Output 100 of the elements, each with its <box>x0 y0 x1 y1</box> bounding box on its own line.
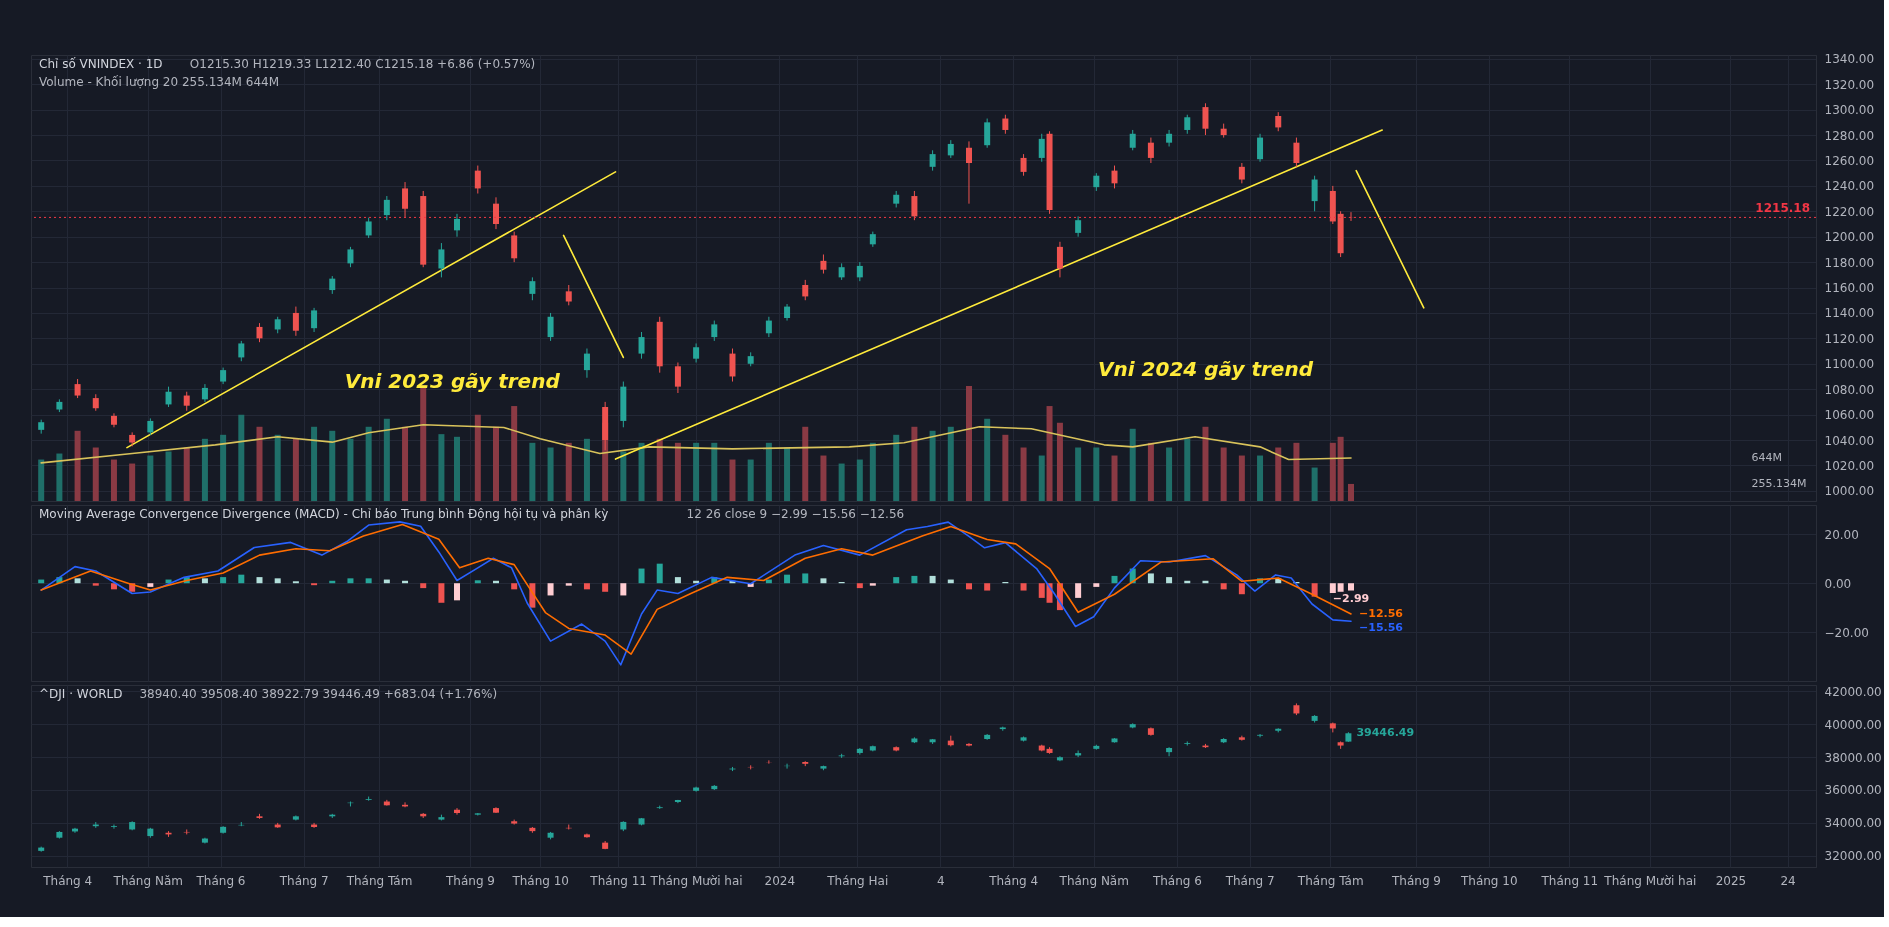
bar <box>893 434 900 501</box>
bar <box>1002 434 1009 501</box>
bar <box>638 442 645 501</box>
candlestick <box>547 312 554 342</box>
y-tick-label: 1180.00 <box>1824 255 1875 270</box>
bar <box>438 583 445 603</box>
y-tick-label: 1160.00 <box>1824 281 1875 296</box>
bar <box>1257 455 1264 501</box>
bar <box>1075 583 1082 598</box>
bar <box>1038 583 1045 598</box>
y-tick-label: 1340.00 <box>1824 52 1875 67</box>
y2-tick-label: 644M <box>1751 451 1782 465</box>
candlestick <box>454 213 461 238</box>
y-tick-label: 1240.00 <box>1824 179 1875 194</box>
bar <box>420 583 427 589</box>
candlestick <box>474 165 481 194</box>
candlestick <box>1020 153 1027 177</box>
candlestick <box>984 118 991 149</box>
chart-title: Moving Average Convergence Divergence (MACD) - Chỉ báo Trung bình Động hội tụ và phân kỳ <box>39 507 609 521</box>
bar <box>511 406 518 501</box>
candlestick <box>1075 215 1082 238</box>
bar <box>547 447 554 501</box>
bar <box>1020 447 1027 501</box>
y-tick-label: 1140.00 <box>1824 306 1875 321</box>
candlestick <box>1238 162 1245 184</box>
bar <box>238 574 245 584</box>
bar <box>583 438 590 501</box>
bar <box>292 438 299 501</box>
bar <box>711 442 718 501</box>
bar <box>784 574 791 584</box>
candlestick <box>674 362 681 394</box>
bar <box>856 459 863 501</box>
bar <box>1093 447 1100 501</box>
candlestick <box>965 140 972 205</box>
bar <box>1020 583 1027 591</box>
bar <box>1348 483 1355 501</box>
bar <box>1166 447 1173 501</box>
bar <box>565 442 572 501</box>
bar <box>765 442 772 501</box>
bar <box>869 583 876 586</box>
bar <box>74 430 81 501</box>
candlestick <box>765 316 772 338</box>
candlestick <box>1184 740 1191 747</box>
y-tick-label: 1060.00 <box>1824 408 1875 423</box>
bar <box>1147 573 1154 584</box>
bar <box>1166 577 1173 584</box>
bar <box>620 583 627 596</box>
candlestick <box>1202 102 1209 136</box>
bar <box>92 583 99 586</box>
y-tick-label: 0.00 <box>1824 576 1852 591</box>
x-tick-label: Tháng 11 <box>1540 873 1599 888</box>
x-tick-label: Tháng 4 <box>42 873 93 888</box>
annotation: 39446.49 <box>1356 726 1415 740</box>
bar <box>911 575 918 584</box>
y-tick-label: 1220.00 <box>1824 204 1875 219</box>
bar <box>1056 422 1063 501</box>
bar <box>1220 447 1227 501</box>
candlestick <box>1257 733 1264 738</box>
y-tick-label: 1320.00 <box>1824 77 1875 92</box>
bar <box>454 583 461 601</box>
bar <box>1046 406 1053 501</box>
bar <box>638 568 645 584</box>
x-tick-label: Tháng 10 <box>1459 873 1518 888</box>
ref-line-label: 1215.18 <box>1755 201 1810 216</box>
bar <box>856 583 863 589</box>
y-tick-label: 1100.00 <box>1824 357 1875 372</box>
bar <box>529 442 536 501</box>
bar <box>38 459 45 501</box>
bar <box>1329 583 1336 593</box>
y-tick-label: 1280.00 <box>1824 128 1875 143</box>
candlestick <box>1111 165 1118 189</box>
bar <box>1293 442 1300 501</box>
line-series <box>40 423 1352 464</box>
x-tick-label: Tháng 6 <box>1151 873 1202 888</box>
annotation: O1215.30 H1219.33 L1212.40 C1215.18 +6.86 (+0.57%) <box>189 57 536 71</box>
candlestick <box>1311 175 1318 212</box>
candlestick <box>311 307 318 333</box>
y-tick-label: 42000.00 <box>1824 684 1882 699</box>
bar <box>656 563 663 584</box>
candlestick <box>583 348 590 379</box>
bar <box>656 438 663 501</box>
bar <box>674 577 681 584</box>
y-tick-label: 1260.00 <box>1824 153 1875 168</box>
candlestick <box>402 181 409 219</box>
bar <box>911 426 918 501</box>
bar <box>784 447 791 501</box>
bar <box>329 430 336 501</box>
x-tick-label: Tháng Năm <box>1058 873 1129 888</box>
candlestick <box>511 231 518 263</box>
bar <box>965 583 972 590</box>
bar <box>802 573 809 584</box>
bar <box>474 580 481 584</box>
candlestick <box>638 331 645 360</box>
bar <box>1111 455 1118 501</box>
y-tick-label: 40000.00 <box>1824 717 1882 732</box>
y-tick-label: 36000.00 <box>1824 783 1882 798</box>
bar <box>165 451 172 501</box>
candlestick <box>292 306 299 337</box>
candlestick <box>238 340 245 362</box>
annotation: Vni 2024 gãy trend <box>1098 357 1314 382</box>
